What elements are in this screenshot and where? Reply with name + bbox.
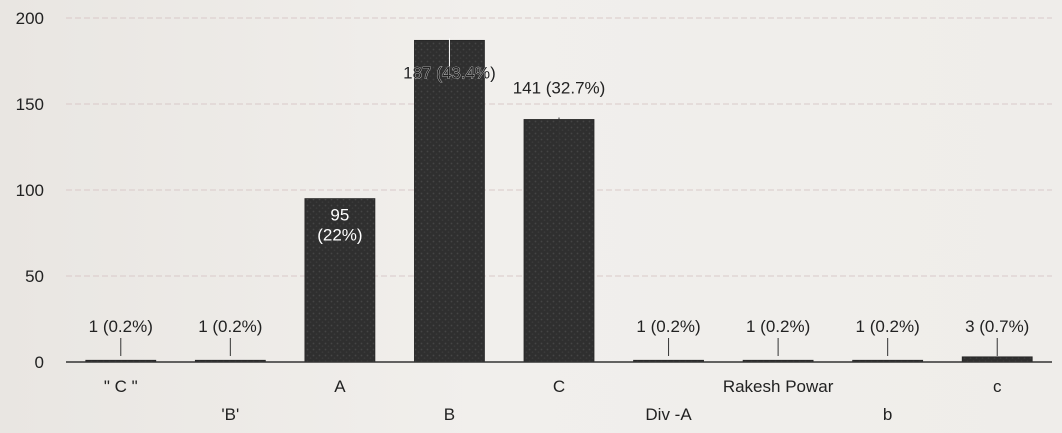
y-tick-label: 150 [16, 95, 44, 114]
data-label: 1 (0.2%) [198, 317, 262, 336]
y-tick-label: 200 [16, 9, 44, 28]
x-tick-label: 'B' [221, 405, 239, 424]
data-label: 1 (0.2%) [636, 317, 700, 336]
data-label: 95 (22%) [317, 206, 362, 245]
y-tick-label: 100 [16, 181, 44, 200]
data-label: 1 (0.2%) [89, 317, 153, 336]
bar [414, 39, 485, 363]
x-tick-label: " C " [104, 377, 138, 396]
bar [961, 356, 1033, 363]
x-tick-label: A [334, 377, 346, 396]
y-tick-label: 0 [35, 353, 44, 372]
x-tick-label: b [883, 405, 892, 424]
data-label: 141 (32.7%) [513, 78, 606, 97]
x-axis: " C " 'B' A B C Div -A Rakesh Powar b c [66, 361, 1052, 424]
data-labels: 1 (0.2%) 1 (0.2%) 95 (22%) 187 (43.4%) 141 (3… [89, 38, 1029, 356]
bars [85, 39, 1033, 363]
data-label: 3 (0.7%) [965, 317, 1029, 336]
x-tick-label: Div -A [645, 405, 692, 424]
data-label: 1 (0.2%) [746, 317, 810, 336]
bar [523, 119, 595, 363]
y-axis: 0 50 100 150 200 [16, 9, 44, 372]
x-tick-label: Rakesh Powar [723, 377, 834, 396]
x-tick-label: c [993, 377, 1002, 396]
gridlines [66, 17, 1052, 277]
x-tick-label: C [553, 377, 565, 396]
data-label: 187 (43.4%) [403, 63, 496, 82]
x-tick-label: B [444, 405, 455, 424]
data-label: 1 (0.2%) [856, 317, 920, 336]
y-tick-label: 50 [25, 267, 44, 286]
